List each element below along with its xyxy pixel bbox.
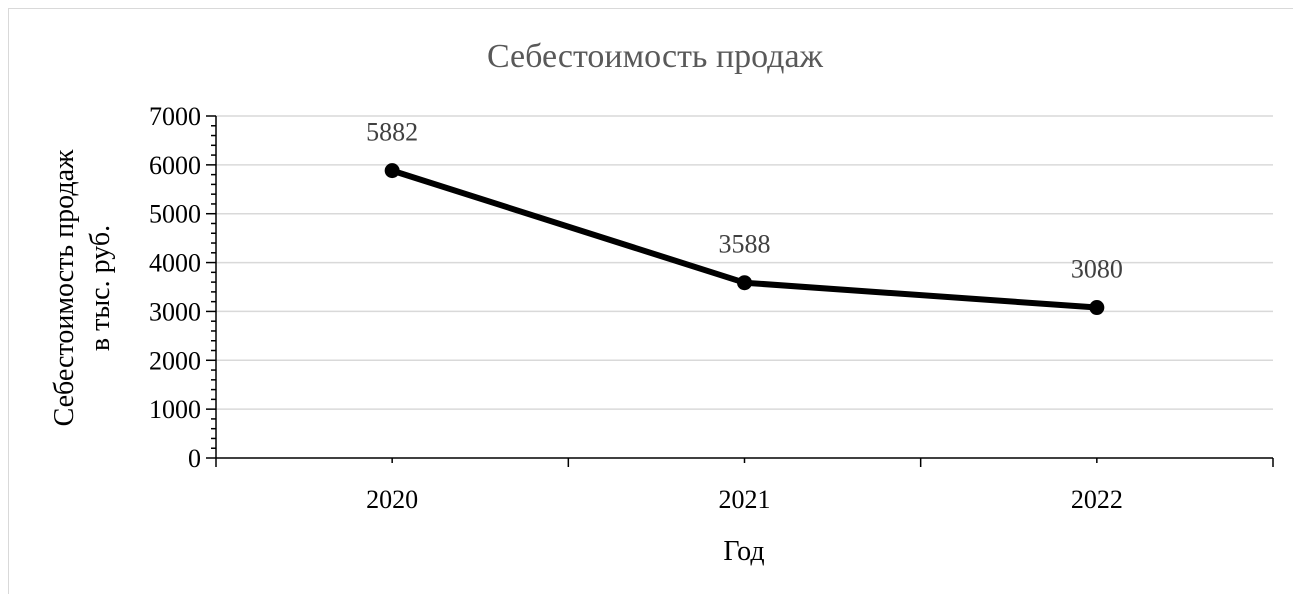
y-tick-label: 1000 xyxy=(149,395,201,424)
y-tick-label: 4000 xyxy=(149,249,201,278)
data-label: 5882 xyxy=(366,118,418,147)
y-tick-label: 7000 xyxy=(149,102,201,131)
x-tick-labels: 2020 2021 2022 xyxy=(366,485,1123,514)
y-tick-label: 0 xyxy=(188,444,201,473)
x-tick-label: 2021 xyxy=(719,485,771,514)
y-tick-label: 5000 xyxy=(149,200,201,229)
y-tick-labels: 0 1000 2000 3000 4000 5000 6000 7000 xyxy=(149,102,201,473)
x-tick-label: 2020 xyxy=(366,485,418,514)
gridlines xyxy=(216,115,1273,410)
y-tick-label: 2000 xyxy=(149,346,201,375)
axes xyxy=(206,115,1274,467)
chart-frame xyxy=(8,8,1293,594)
data-labels: 5882 3588 3080 xyxy=(366,118,1123,284)
data-label: 3080 xyxy=(1071,255,1123,284)
y-tick-label: 6000 xyxy=(149,151,201,180)
x-axis-title: Год xyxy=(723,536,764,567)
y-axis-title-line-1: Себестоимость продаж xyxy=(49,149,80,426)
data-point xyxy=(384,163,400,179)
data-label: 3588 xyxy=(719,230,771,259)
x-tick-label: 2022 xyxy=(1071,485,1123,514)
y-tick-label: 3000 xyxy=(149,297,201,326)
data-point xyxy=(737,275,752,291)
data-point xyxy=(1089,300,1105,316)
data-points xyxy=(384,163,1105,316)
chart-title: Себестоимость продаж xyxy=(487,38,824,75)
y-axis-title-line-2: в тыс. руб. xyxy=(85,225,116,351)
y-axis-title: Себестоимость продаж в тыс. руб. xyxy=(49,149,116,426)
